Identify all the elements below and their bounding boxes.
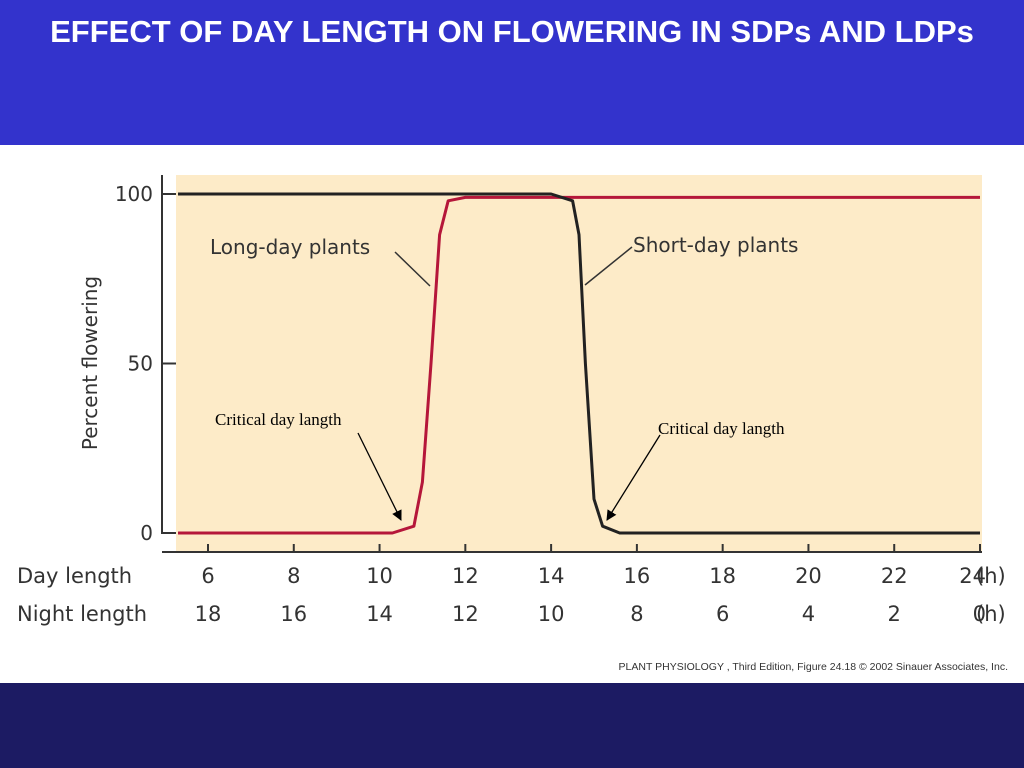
y-tick-label: 0	[140, 521, 153, 545]
figure-credit: PLANT PHYSIOLOGY , Third Edition, Figure…	[619, 661, 1008, 673]
day-length-tick-label: 12	[452, 564, 479, 588]
ldp-series-label: Long-day plants	[210, 235, 370, 259]
night-length-tick-label: 0	[973, 602, 986, 626]
ldp-line	[178, 195, 980, 535]
sdp-critical-annotation: Critical day langth	[658, 419, 785, 438]
night-length-row-label: Night length	[17, 602, 147, 626]
night-length-unit: (h)	[976, 602, 1006, 626]
day-length-tick-label: 24	[959, 564, 986, 588]
ldp-critical-annotation: Critical day langth	[215, 410, 342, 429]
y-tick-label: 50	[128, 352, 153, 376]
ldp-label-leader	[394, 251, 431, 287]
day-length-row-label: Day length	[17, 564, 132, 588]
sdp-line	[178, 192, 980, 535]
night-length-tick-label: 4	[802, 602, 815, 626]
night-length-tick-label: 2	[888, 602, 901, 626]
sdp-critical-arrow	[606, 434, 661, 521]
night-length-tick-label: 6	[716, 602, 729, 626]
sdp-label-leader	[584, 246, 633, 286]
day-length-tick-label: 8	[287, 564, 300, 588]
day-length-tick-label: 14	[538, 564, 565, 588]
day-length-tick-label: 16	[624, 564, 651, 588]
night-length-tick-label: 10	[538, 602, 565, 626]
day-length-tick-label: 18	[709, 564, 736, 588]
y-tick-label: 100	[115, 182, 153, 206]
day-length-tick-label: 22	[881, 564, 908, 588]
day-length-tick-label: 20	[795, 564, 822, 588]
night-length-tick-label: 8	[630, 602, 643, 626]
night-length-tick-label: 14	[366, 602, 393, 626]
day-length-tick-label: 6	[201, 564, 214, 588]
slide-footer	[0, 683, 1024, 768]
slide-header: EFFECT OF DAY LENGTH ON FLOWERING IN SDP…	[0, 0, 1024, 145]
night-length-tick-label: 12	[452, 602, 479, 626]
sdp-series-label: Short-day plants	[633, 233, 798, 257]
y-axis-title: Percent flowering	[78, 276, 102, 450]
day-length-unit: (h)	[976, 564, 1006, 588]
night-length-tick-label: 18	[195, 602, 222, 626]
ldp-critical-arrow	[357, 432, 402, 521]
day-length-tick-label: 10	[366, 564, 393, 588]
slide-title: EFFECT OF DAY LENGTH ON FLOWERING IN SDP…	[50, 14, 974, 49]
night-length-tick-label: 16	[280, 602, 307, 626]
